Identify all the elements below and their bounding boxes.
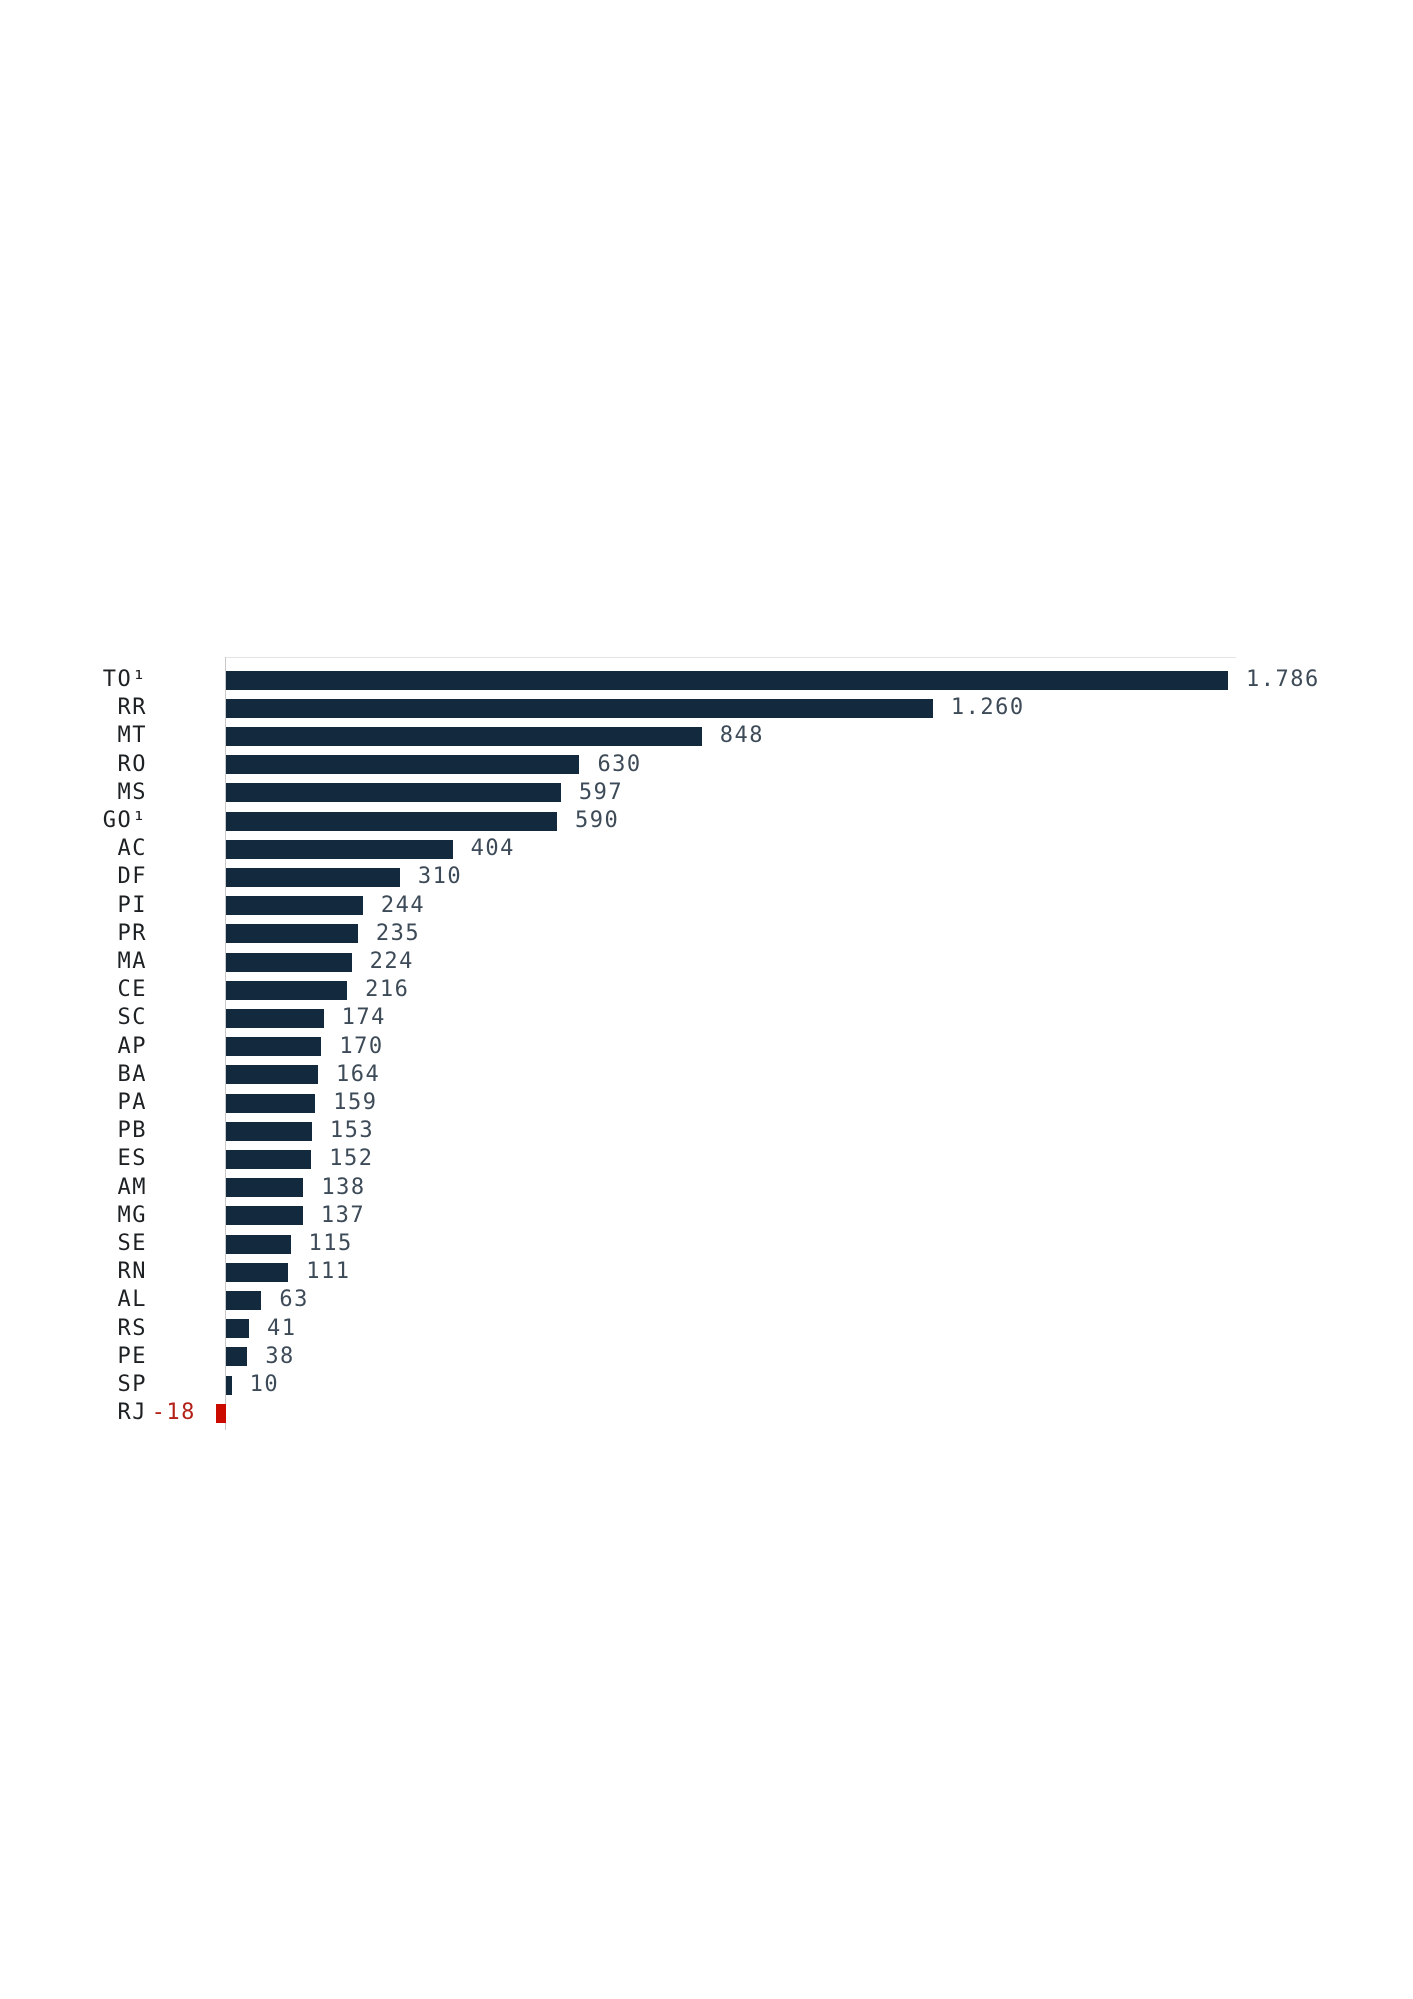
category-label: MG [117, 1202, 147, 1228]
value-label: 848 [719, 723, 764, 749]
value-label: 630 [597, 751, 642, 777]
bar [226, 1037, 322, 1057]
category-label: RN [117, 1259, 147, 1285]
value-label: 1.260 [950, 695, 1025, 721]
value-label: 164 [336, 1061, 381, 1087]
value-label: 590 [575, 808, 620, 833]
category-label: PA [117, 1090, 147, 1115]
category-label: SP [117, 1372, 147, 1397]
bar [226, 698, 933, 718]
category-label: AM [117, 1174, 147, 1200]
bar [226, 1149, 312, 1169]
value-label: -18 [151, 1400, 196, 1426]
value-label: 310 [417, 864, 463, 890]
value-label: 152 [329, 1146, 374, 1172]
category-label: BA [117, 1061, 147, 1087]
value-label: 170 [339, 1033, 384, 1059]
bar [226, 1093, 316, 1113]
bar [226, 1262, 289, 1282]
value-label: 10 [249, 1372, 280, 1397]
value-label: 38 [265, 1343, 295, 1369]
bar [226, 1347, 248, 1367]
value-label: 137 [320, 1202, 366, 1228]
value-label: 1.786 [1246, 667, 1320, 692]
bar [226, 670, 1228, 690]
category-label: SC [117, 1005, 147, 1031]
category-label: RS [117, 1315, 147, 1341]
value-label: 244 [380, 892, 426, 918]
bar [226, 1375, 232, 1395]
value-label: 63 [279, 1287, 309, 1313]
plot-top-border [226, 657, 1236, 658]
bar [226, 1121, 312, 1141]
value-label: 174 [341, 1005, 386, 1031]
bar [226, 755, 580, 775]
category-label: CE [117, 977, 147, 1003]
value-label: 115 [308, 1231, 353, 1256]
bar [226, 726, 702, 746]
value-label: 404 [470, 836, 515, 862]
bar [226, 896, 363, 916]
negative-bar [215, 1403, 226, 1423]
bar [226, 867, 400, 887]
category-label: PB [117, 1118, 147, 1144]
category-label: AP [117, 1033, 147, 1059]
bar [226, 1319, 249, 1339]
bar [226, 924, 358, 944]
category-label: SE [117, 1231, 147, 1256]
bar [226, 1008, 324, 1028]
category-label: RO [117, 751, 147, 777]
value-label: 153 [329, 1118, 375, 1144]
category-label: TO¹ [102, 667, 147, 692]
category-label: AL [117, 1287, 147, 1313]
category-label: RJ [117, 1400, 147, 1426]
bar [226, 952, 352, 972]
bar [226, 1290, 262, 1310]
bar [226, 1065, 318, 1085]
value-label: 597 [578, 779, 624, 805]
bar [226, 980, 348, 1000]
bar [226, 1178, 304, 1198]
category-label: MS [117, 779, 147, 805]
bar [226, 1206, 303, 1226]
category-label: DF [117, 864, 147, 890]
category-label: MT [117, 723, 147, 749]
y-axis-zero-line [225, 657, 226, 1430]
category-label: PI [117, 892, 147, 918]
category-label: MA [117, 949, 147, 974]
value-label: 111 [306, 1259, 351, 1285]
category-label: GO¹ [102, 808, 147, 833]
value-label: 235 [375, 920, 421, 946]
value-label: 138 [321, 1174, 366, 1200]
category-label: ES [117, 1146, 147, 1172]
value-label: 41 [267, 1315, 297, 1341]
bar [226, 1234, 291, 1254]
bar [226, 839, 453, 859]
value-label: 216 [365, 977, 410, 1003]
category-label: PE [117, 1343, 147, 1369]
category-label: RR [117, 695, 147, 721]
value-label: 224 [369, 949, 414, 974]
value-label: 159 [333, 1090, 378, 1115]
bar [226, 783, 561, 803]
category-label: PR [117, 920, 147, 946]
category-label: AC [117, 836, 147, 862]
bar [226, 811, 557, 831]
